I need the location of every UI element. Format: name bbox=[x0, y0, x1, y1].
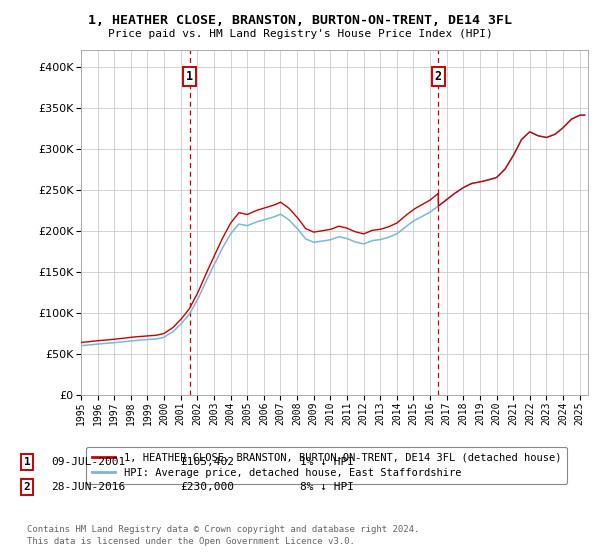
Legend: 1, HEATHER CLOSE, BRANSTON, BURTON-ON-TRENT, DE14 3FL (detached house), HPI: Ave: 1, HEATHER CLOSE, BRANSTON, BURTON-ON-TR… bbox=[86, 446, 568, 484]
Text: 1% ↓ HPI: 1% ↓ HPI bbox=[300, 457, 354, 467]
Text: 1: 1 bbox=[186, 70, 193, 83]
Text: Price paid vs. HM Land Registry's House Price Index (HPI): Price paid vs. HM Land Registry's House … bbox=[107, 29, 493, 39]
Text: 1: 1 bbox=[23, 457, 31, 467]
Text: 2: 2 bbox=[434, 70, 442, 83]
Text: £230,000: £230,000 bbox=[180, 482, 234, 492]
Text: 8% ↓ HPI: 8% ↓ HPI bbox=[300, 482, 354, 492]
Text: 2: 2 bbox=[23, 482, 31, 492]
Text: 1, HEATHER CLOSE, BRANSTON, BURTON-ON-TRENT, DE14 3FL: 1, HEATHER CLOSE, BRANSTON, BURTON-ON-TR… bbox=[88, 14, 512, 27]
Text: Contains HM Land Registry data © Crown copyright and database right 2024.
This d: Contains HM Land Registry data © Crown c… bbox=[27, 525, 419, 546]
Text: £105,402: £105,402 bbox=[180, 457, 234, 467]
Text: 28-JUN-2016: 28-JUN-2016 bbox=[51, 482, 125, 492]
Text: 09-JUL-2001: 09-JUL-2001 bbox=[51, 457, 125, 467]
